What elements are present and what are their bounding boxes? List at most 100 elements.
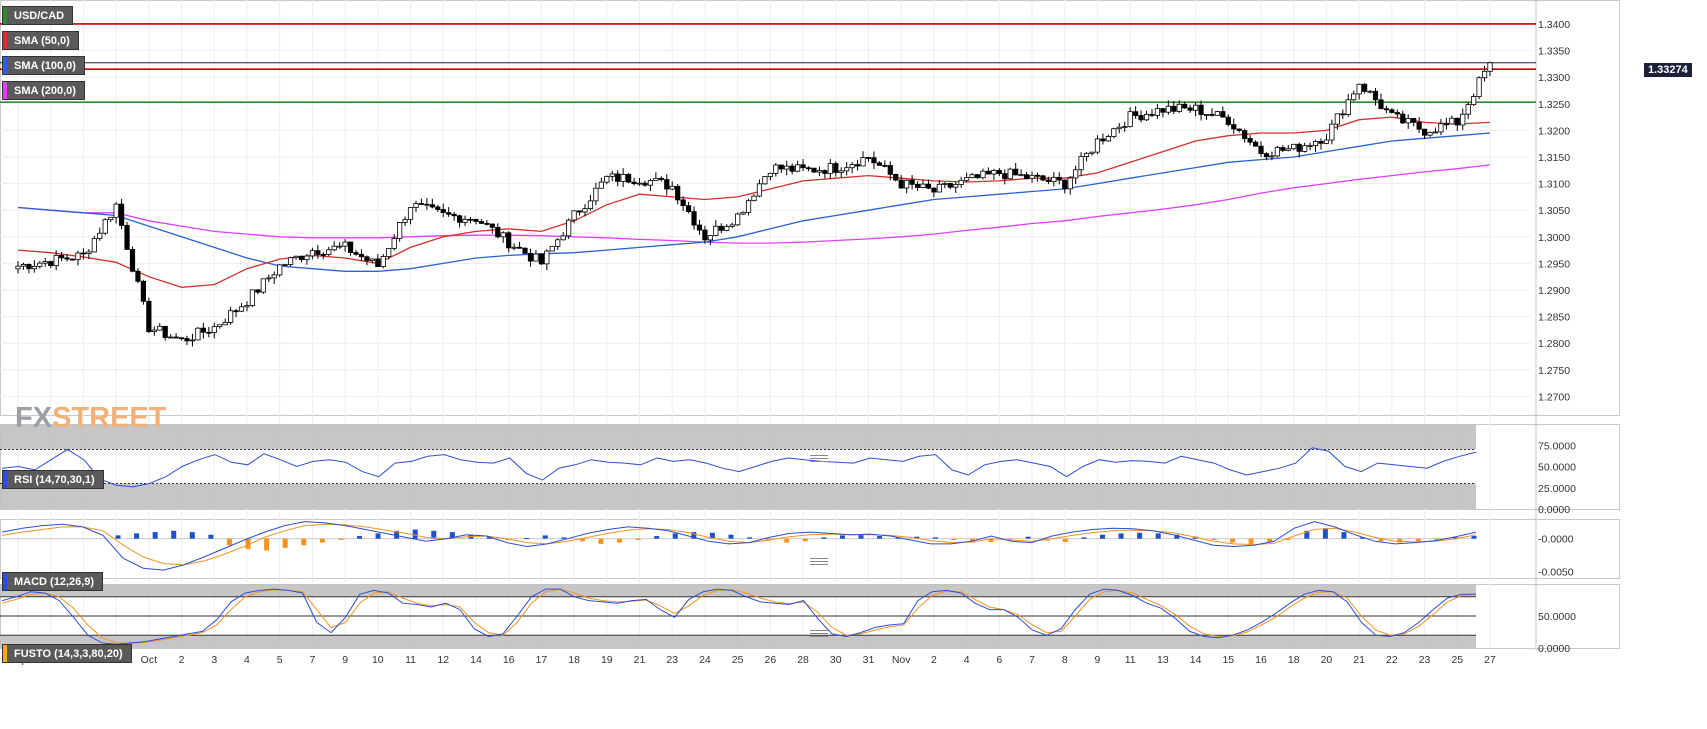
candle-body [724, 226, 730, 231]
candle-body [1220, 111, 1226, 118]
candle-body [1367, 90, 1373, 93]
macd-histogram-bar [1118, 533, 1124, 539]
watermark-fx: FX [15, 402, 53, 434]
macd-histogram-bar [747, 537, 753, 539]
rsi-label[interactable]: RSI (14,70,30,1) [2, 470, 104, 489]
candle-body [582, 208, 588, 213]
x-tick-label: 24 [699, 654, 711, 666]
candle-body [833, 163, 839, 173]
macd-histogram-bar [1471, 536, 1477, 539]
candle-body [914, 183, 921, 188]
macd-histogram-bar [784, 538, 790, 543]
x-tick-label: 11 [405, 654, 416, 666]
fusto-label[interactable]: FUSTO (14,3,3,80,20) [2, 644, 132, 663]
macd-histogram-bar [709, 532, 715, 539]
x-tick-label: 14 [1190, 654, 1202, 666]
legend-sma200[interactable]: SMA (200,0) [2, 81, 85, 100]
candle-body [266, 277, 272, 280]
macd-histogram-bar [561, 537, 567, 539]
legend-sma100[interactable]: SMA (100,0) [2, 56, 85, 75]
candle-body [893, 173, 899, 181]
candle-body [140, 280, 146, 302]
candle-body [838, 170, 844, 173]
rsi-pane-resize-handle[interactable] [810, 455, 828, 462]
candle-body [467, 218, 474, 221]
x-tick-label: 18 [568, 654, 580, 666]
fusto-pane-resize-handle[interactable] [810, 630, 828, 637]
candle-body [974, 174, 981, 179]
macd-histogram-bar [171, 530, 177, 539]
candle-body [816, 170, 823, 173]
x-tick-label: Oct [141, 654, 157, 666]
macd-histogram-bar [877, 536, 883, 539]
x-tick-label: 27 [1484, 654, 1496, 666]
macd-histogram-bar [412, 529, 418, 539]
symbol-color-stripe [3, 7, 7, 24]
candle-body [1274, 147, 1280, 157]
macd-histogram-bar [932, 537, 938, 539]
candle-body [1449, 117, 1455, 125]
candle-body [80, 252, 87, 255]
x-tick-label: 12 [437, 654, 449, 666]
macd-histogram-bar [635, 538, 641, 540]
candle-body [75, 252, 81, 261]
candle-body [1432, 131, 1439, 134]
candle-body [386, 247, 392, 257]
candle-body [59, 254, 65, 259]
candle-body [980, 170, 986, 179]
symbol-label: USD/CAD [2, 6, 74, 25]
candle-body [326, 249, 332, 255]
candle-body [238, 306, 245, 312]
macd-histogram-bar [1378, 538, 1384, 542]
rsi-y-tick-label: 75.0000 [1538, 440, 1576, 452]
candle-body [342, 241, 348, 247]
candle-body [1378, 99, 1384, 110]
macd-label[interactable]: MACD (12,26,9) [2, 572, 104, 591]
candle-body [882, 164, 888, 167]
candle-body [1394, 112, 1400, 115]
rsi-color-stripe [3, 471, 7, 488]
candle-body [446, 212, 452, 215]
candle-body [118, 203, 125, 226]
x-tick-label: 25 [1451, 654, 1463, 666]
legend-sma50[interactable]: SMA (50,0) [2, 31, 79, 50]
candle-body [1171, 105, 1177, 112]
candle-body [991, 169, 997, 175]
macd-y-tick-label: -0.0050 [1538, 566, 1574, 578]
macd-histogram-bar [617, 538, 623, 543]
macd-histogram-bar [1230, 538, 1236, 543]
candle-body [849, 164, 855, 169]
rsi-label-text: RSI (14,70,30,1) [14, 474, 95, 486]
candle-body [1351, 93, 1357, 101]
candle-body [909, 179, 915, 185]
candle-body [1345, 99, 1351, 115]
candle-body [108, 216, 114, 221]
macd-histogram-bar [598, 538, 604, 544]
candle-body [538, 253, 544, 265]
candle-body [1481, 70, 1488, 79]
candle-body [1236, 128, 1242, 131]
candle-body [942, 183, 948, 185]
candle-body [1307, 145, 1313, 147]
candle-body [587, 200, 594, 210]
candle-body [1073, 169, 1079, 179]
candle-body [789, 165, 795, 172]
macd-histogram-bar [839, 535, 845, 539]
candle-body [784, 165, 790, 170]
macd-histogram-bar [1137, 532, 1143, 539]
candle-body [233, 310, 239, 313]
candle-body [53, 254, 59, 267]
candle-body [773, 164, 779, 174]
rsi-y-tick-label: 25.0000 [1538, 483, 1576, 495]
x-tick-label: 16 [1255, 654, 1267, 666]
x-tick-label: 21 [634, 654, 646, 666]
macd-pane-resize-handle[interactable] [810, 558, 828, 565]
macd-histogram-bar [821, 537, 827, 539]
macd-histogram-bar [487, 536, 493, 539]
candle-body [1165, 105, 1171, 113]
macd-histogram-bar [728, 534, 734, 539]
candle-body [195, 327, 201, 341]
candle-body [969, 174, 975, 178]
candle-body [762, 176, 768, 185]
candle-body [1362, 83, 1368, 92]
